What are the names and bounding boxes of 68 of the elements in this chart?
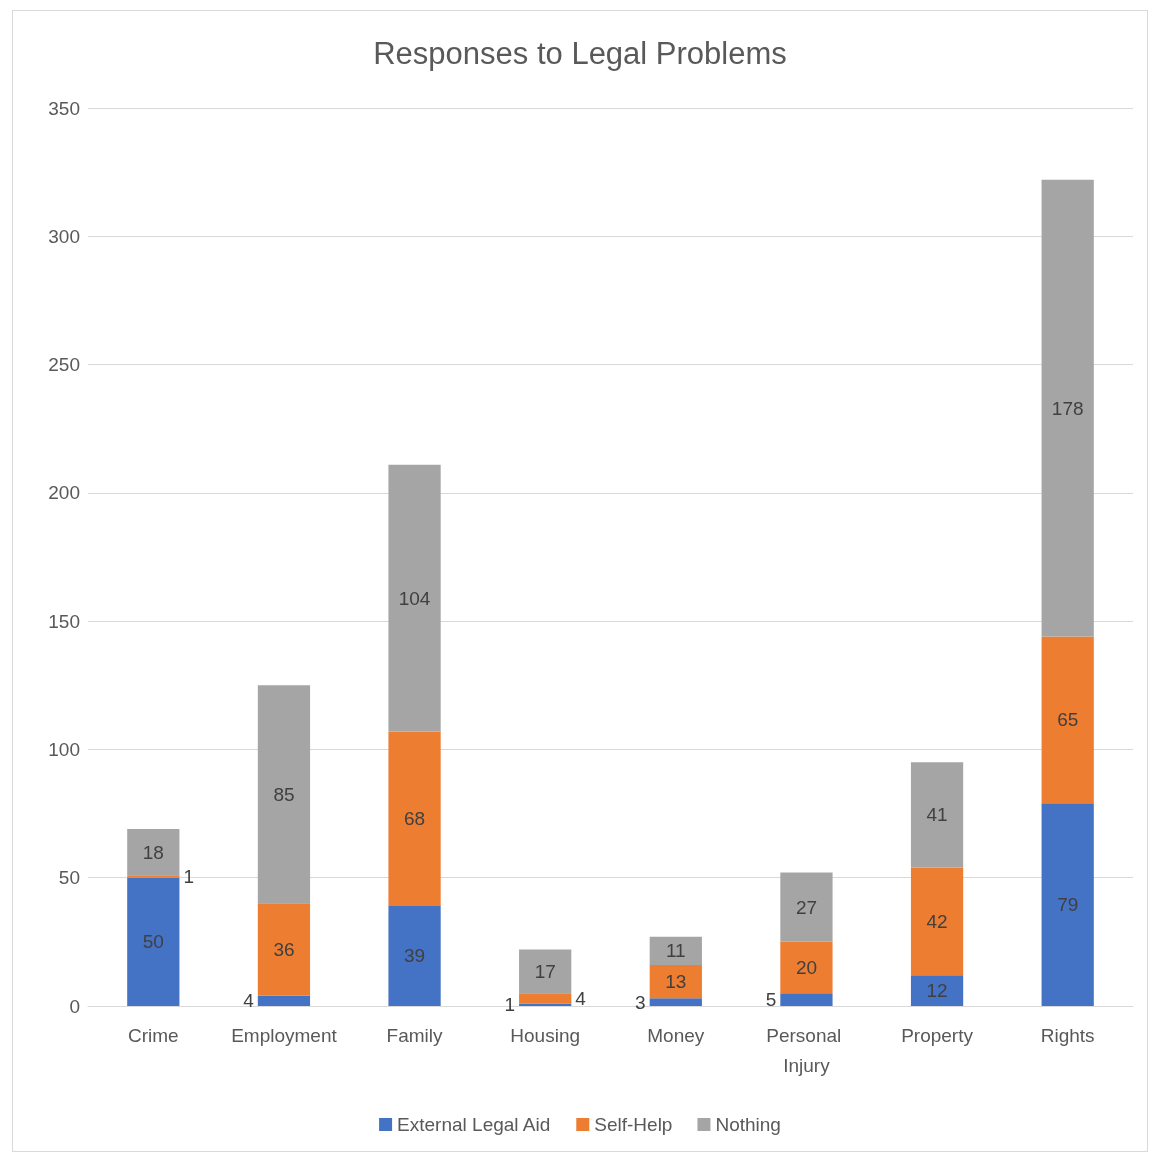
y-tick-label: 100 (48, 738, 80, 760)
data-label: 4 (575, 987, 587, 1009)
x-tick-label: Personal Injury (766, 1024, 847, 1076)
data-label: 50 (142, 931, 164, 953)
bar (1041, 636, 1094, 804)
x-tick-label: Employment (231, 1024, 338, 1046)
data-label: 5 (765, 989, 777, 1011)
x-tick-label: Money (647, 1024, 705, 1046)
data-label: 12 (926, 980, 948, 1002)
legend-label: Nothing (715, 1114, 781, 1135)
data-label: 68 (403, 808, 426, 830)
bar (649, 964, 702, 999)
y-tick-label: 200 (48, 482, 80, 504)
bar (127, 877, 180, 1006)
y-tick-label: 150 (48, 610, 80, 632)
legend-label: External Legal Aid (397, 1114, 551, 1135)
bar (388, 731, 441, 906)
x-tick-label: Family (386, 1024, 444, 1046)
data-label: 13 (665, 971, 687, 993)
x-tick-label: Rights (1040, 1024, 1095, 1046)
bar (1041, 179, 1094, 637)
bar (649, 936, 702, 965)
bar (519, 993, 572, 1004)
bar (257, 995, 311, 1006)
data-label: 20 (795, 957, 818, 979)
bar (127, 875, 180, 878)
data-label: 4 (243, 990, 255, 1012)
bar (780, 993, 833, 1006)
y-tick-label: 250 (48, 354, 80, 376)
bar (910, 762, 964, 868)
data-label: 36 (273, 939, 295, 961)
bar (127, 828, 180, 876)
bar (388, 905, 441, 1006)
bar (388, 464, 441, 732)
data-label: 1 (504, 994, 516, 1016)
data-label: 104 (398, 587, 431, 609)
bar (910, 867, 964, 976)
data-label: 27 (795, 896, 818, 918)
y-tick-label: 350 (48, 97, 80, 119)
bar (780, 941, 833, 994)
data-label: 18 (142, 841, 164, 863)
bar (257, 903, 311, 996)
data-label: 178 (1051, 397, 1084, 419)
bar (519, 949, 572, 994)
bar (519, 1003, 572, 1006)
data-label: 17 (534, 960, 556, 982)
x-tick-label: Property (901, 1024, 974, 1046)
data-label: 1 (183, 865, 195, 887)
y-tick-label: 300 (48, 225, 80, 247)
bar (1041, 803, 1094, 1006)
y-tick-label: 0 (69, 995, 80, 1017)
legend-label: Self-Help (594, 1114, 673, 1135)
data-label: 85 (273, 783, 295, 805)
data-label: 39 (403, 945, 426, 967)
data-label: 42 (926, 910, 948, 932)
data-label: 65 (1057, 709, 1079, 731)
bar (257, 685, 311, 904)
x-tick-label: Housing (510, 1024, 581, 1046)
bar (780, 872, 833, 942)
data-label: 41 (926, 804, 948, 826)
bar (649, 998, 702, 1006)
bar (910, 975, 964, 1006)
data-label: 79 (1057, 894, 1079, 916)
x-tick-label: Crime (127, 1024, 179, 1046)
chart-title: Responses to Legal Problems (373, 36, 787, 71)
data-label: 11 (665, 940, 686, 962)
y-tick-label: 50 (58, 867, 80, 889)
data-label: 3 (635, 991, 646, 1013)
